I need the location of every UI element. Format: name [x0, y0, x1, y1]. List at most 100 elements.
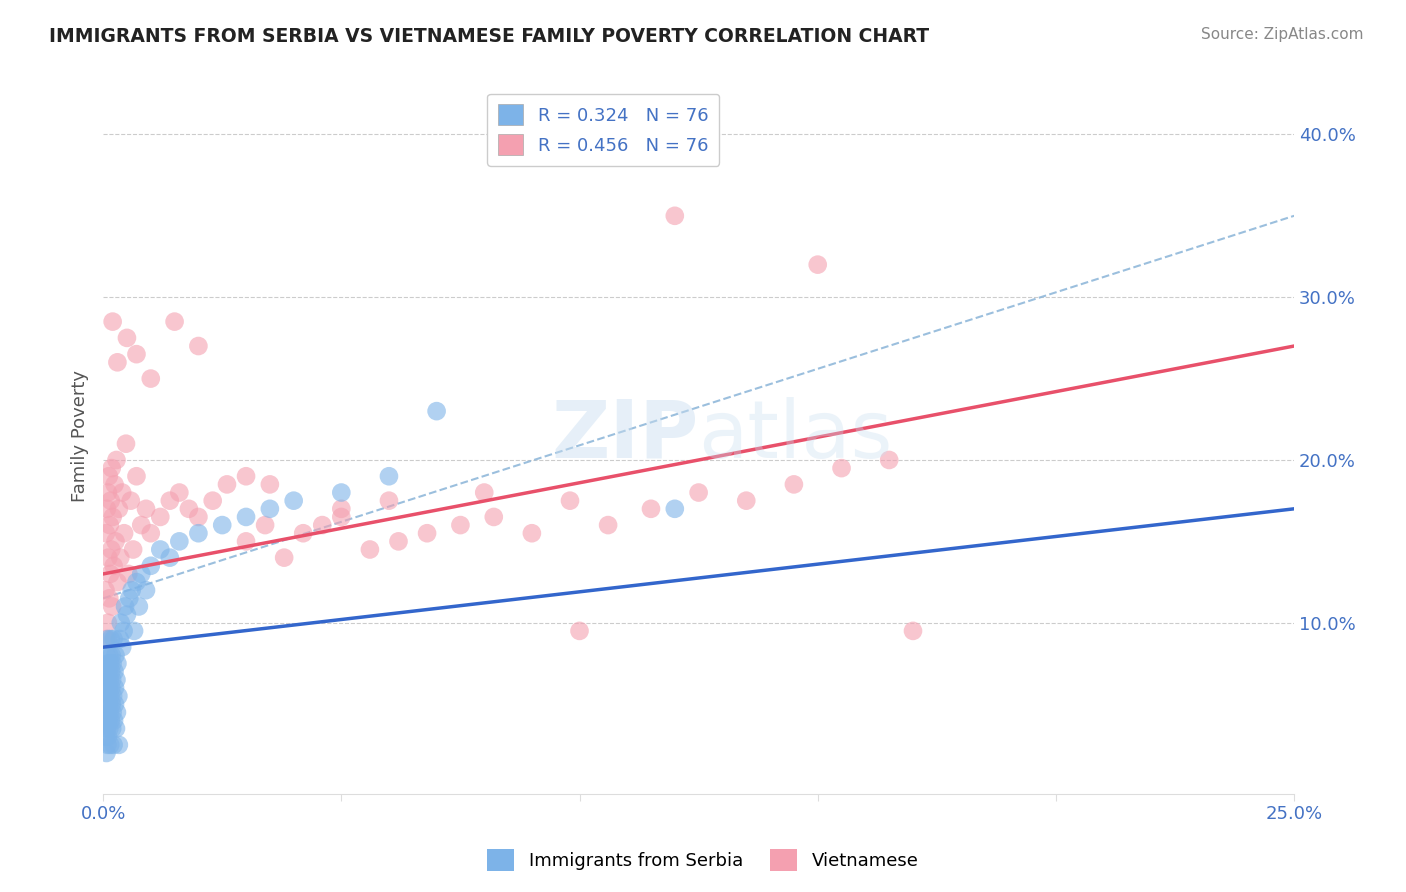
- Point: [135, 583, 157, 598]
- Point: [135, 501, 157, 516]
- Point: [98, 722, 121, 736]
- Point: [115, 607, 138, 622]
- Point: [115, 331, 138, 345]
- Point: [103, 632, 125, 646]
- Point: [159, 550, 181, 565]
- Point: [98, 591, 121, 606]
- Point: [235, 469, 257, 483]
- Point: [100, 461, 122, 475]
- Point: [125, 575, 148, 590]
- Point: [387, 534, 409, 549]
- Point: [98, 706, 121, 720]
- Point: [129, 518, 152, 533]
- Point: [100, 665, 122, 679]
- Point: [378, 493, 401, 508]
- Point: [120, 493, 142, 508]
- Point: [139, 371, 162, 385]
- Point: [97, 615, 120, 630]
- Point: [169, 485, 191, 500]
- Point: [97, 485, 120, 500]
- Point: [783, 477, 806, 491]
- Text: atlas: atlas: [699, 397, 893, 475]
- Point: [105, 706, 128, 720]
- Point: [97, 730, 120, 744]
- Point: [103, 558, 125, 573]
- Point: [807, 258, 830, 272]
- Point: [100, 648, 122, 663]
- Point: [110, 615, 132, 630]
- Point: [97, 469, 120, 483]
- Point: [201, 493, 224, 508]
- Point: [100, 542, 122, 557]
- Point: [118, 591, 141, 606]
- Point: [97, 706, 120, 720]
- Point: [104, 534, 127, 549]
- Point: [94, 681, 117, 695]
- Point: [877, 453, 900, 467]
- Point: [104, 681, 127, 695]
- Point: [98, 648, 121, 663]
- Point: [449, 518, 471, 533]
- Point: [97, 657, 120, 671]
- Point: [149, 510, 172, 524]
- Point: [139, 558, 162, 573]
- Point: [101, 673, 124, 687]
- Point: [100, 681, 122, 695]
- Point: [108, 501, 131, 516]
- Point: [292, 526, 315, 541]
- Point: [598, 518, 620, 533]
- Point: [664, 209, 686, 223]
- Point: [259, 477, 281, 491]
- Point: [108, 738, 131, 752]
- Point: [169, 534, 191, 549]
- Point: [640, 501, 662, 516]
- Text: IMMIGRANTS FROM SERBIA VS VIETNAMESE FAMILY POVERTY CORRELATION CHART: IMMIGRANTS FROM SERBIA VS VIETNAMESE FAM…: [49, 27, 929, 45]
- Point: [416, 526, 439, 541]
- Point: [107, 689, 129, 703]
- Point: [330, 510, 353, 524]
- Point: [107, 355, 129, 369]
- Point: [98, 738, 121, 752]
- Point: [105, 453, 128, 467]
- Point: [482, 510, 505, 524]
- Point: [187, 339, 209, 353]
- Point: [101, 722, 124, 736]
- Point: [111, 485, 134, 500]
- Point: [187, 526, 209, 541]
- Point: [94, 714, 117, 728]
- Point: [101, 510, 124, 524]
- Point: [96, 673, 118, 687]
- Point: [96, 501, 118, 516]
- Point: [330, 485, 353, 500]
- Point: [426, 404, 449, 418]
- Point: [94, 697, 117, 711]
- Point: [94, 730, 117, 744]
- Point: [112, 624, 135, 638]
- Point: [101, 689, 124, 703]
- Point: [94, 583, 117, 598]
- Point: [378, 469, 401, 483]
- Point: [103, 477, 125, 491]
- Point: [129, 566, 152, 581]
- Point: [112, 526, 135, 541]
- Point: [122, 624, 145, 638]
- Point: [103, 714, 125, 728]
- Point: [94, 665, 117, 679]
- Point: [103, 738, 125, 752]
- Point: [101, 657, 124, 671]
- Point: [111, 640, 134, 655]
- Point: [108, 632, 131, 646]
- Point: [97, 632, 120, 646]
- Point: [98, 566, 121, 581]
- Point: [177, 501, 200, 516]
- Point: [558, 493, 581, 508]
- Point: [688, 485, 710, 500]
- Point: [121, 583, 143, 598]
- Point: [97, 714, 120, 728]
- Point: [100, 697, 122, 711]
- Point: [235, 534, 257, 549]
- Point: [98, 673, 121, 687]
- Point: [664, 501, 686, 516]
- Point: [259, 501, 281, 516]
- Point: [901, 624, 924, 638]
